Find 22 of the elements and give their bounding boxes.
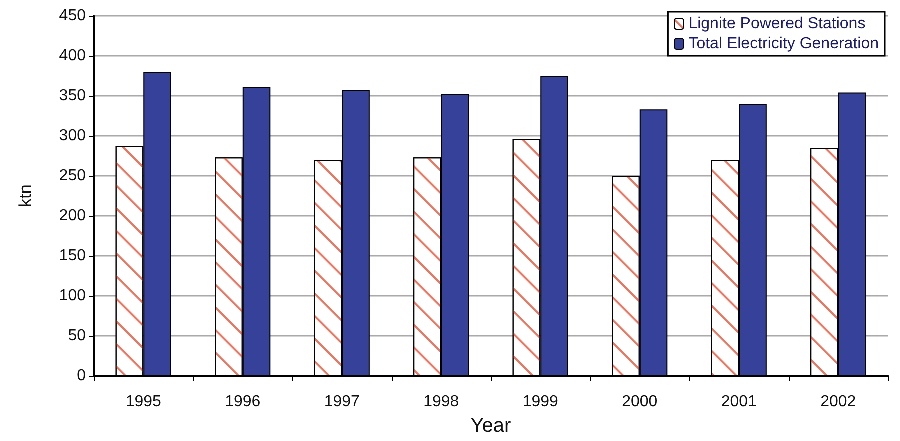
x-tick-label: 1999 [522,394,559,410]
y-tick-label: 200 [59,208,86,224]
y-tick-label: 450 [59,8,86,24]
y-tick-label: 300 [59,128,86,144]
x-tick-label: 2000 [622,394,658,410]
x-tick-label: 1997 [324,394,360,410]
y-tick-label: 250 [59,168,86,184]
y-tick-label: 0 [77,368,86,384]
x-tick-label: 1998 [424,394,460,410]
y-tick-label: 100 [59,288,86,304]
y-tick-label: 350 [59,88,86,104]
y-axis-title: ktn [16,184,35,208]
x-tick-label: 2002 [820,394,856,410]
legend-label: Total Electricity Generation [688,36,880,52]
x-tick-label: 2001 [721,394,758,410]
y-tick-label: 150 [59,248,86,264]
x-axis-title: Year [470,415,512,437]
legend-label: Lignite Powered Stations [688,16,866,32]
y-tick-label: 50 [68,328,86,344]
x-tick-label: 1995 [126,394,162,410]
x-tick-label: 1996 [225,394,261,410]
y-tick-label: 400 [59,48,86,64]
